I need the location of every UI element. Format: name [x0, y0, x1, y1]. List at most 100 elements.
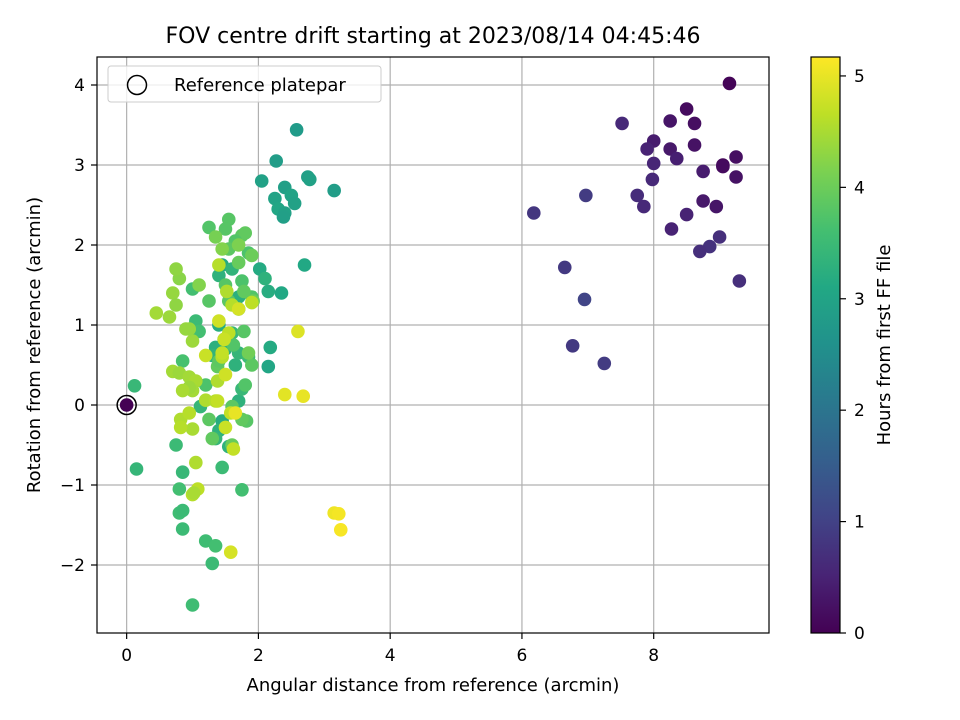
data-point [237, 324, 251, 339]
data-point [527, 206, 541, 220]
data-point [212, 268, 226, 283]
data-point [333, 523, 348, 537]
data-point [729, 150, 743, 164]
data-point [663, 142, 677, 156]
data-point [679, 207, 694, 222]
data-point [287, 196, 302, 211]
data-point [687, 116, 702, 131]
data-point [228, 358, 243, 372]
data-point [172, 482, 187, 496]
data-point [192, 278, 206, 292]
reference-platepar-marker [116, 394, 137, 416]
data-point [212, 258, 226, 272]
x-tick-label: 6 [517, 646, 528, 666]
data-point [254, 174, 269, 188]
colorbar: 0 1 2 3 4 5 Hours from first FF file [810, 56, 895, 644]
x-tick-label: 8 [648, 646, 659, 666]
data-point [245, 358, 259, 372]
data-point [669, 151, 684, 166]
data-point [175, 522, 190, 536]
data-point [218, 420, 233, 435]
data-point [218, 222, 233, 236]
data-point [173, 420, 188, 435]
data-point [162, 310, 177, 324]
y-tick-label: 4 [74, 76, 85, 96]
y-axis-ticks: −2 −1 0 1 2 3 4 [60, 76, 97, 576]
y-tick-label: 0 [74, 396, 85, 416]
data-point [261, 359, 276, 374]
data-point [687, 138, 702, 152]
data-point [630, 188, 645, 203]
colorbar-tick-label: 5 [854, 67, 865, 87]
data-point [693, 244, 707, 259]
data-point [258, 271, 272, 286]
x-tick-label: 4 [385, 646, 396, 666]
data-point [577, 292, 592, 307]
colorbar-tick-label: 1 [854, 513, 865, 533]
data-point [303, 172, 317, 187]
data-point [210, 394, 225, 408]
colorbar-gradient [811, 57, 840, 633]
data-point [205, 556, 220, 571]
data-point [182, 322, 197, 336]
data-point [202, 220, 216, 235]
data-point [149, 306, 164, 320]
data-point [696, 164, 710, 179]
data-point [716, 159, 730, 174]
reference-layer [116, 394, 137, 416]
data-point [218, 367, 233, 382]
data-point [235, 274, 249, 288]
data-point [165, 286, 180, 300]
data-point [245, 295, 259, 310]
y-tick-label: 1 [74, 316, 85, 336]
colorbar-tick-label: 4 [854, 178, 865, 198]
data-point [712, 230, 727, 244]
data-point [238, 378, 253, 392]
data-point [615, 116, 629, 131]
x-axis-label: Angular distance from reference (arcmin) [247, 675, 620, 696]
colorbar-tick-label: 2 [854, 401, 865, 421]
data-point [169, 438, 183, 452]
data-point [696, 194, 710, 208]
legend-marker-open-circle [126, 74, 148, 96]
data-point [241, 346, 256, 360]
data-point [722, 76, 737, 91]
data-point [579, 188, 593, 203]
colorbar-tick-label: 0 [854, 624, 865, 644]
data-point [175, 503, 190, 518]
data-point [709, 199, 724, 214]
data-point [226, 442, 241, 456]
chart-title: FOV centre drift starting at 2023/08/14 … [166, 24, 701, 49]
data-point [289, 123, 304, 137]
data-point [235, 483, 249, 497]
y-tick-label: 2 [74, 236, 85, 256]
data-point [664, 222, 679, 236]
x-tick-label: 2 [253, 646, 264, 666]
data-point [331, 507, 346, 521]
data-point [263, 340, 278, 355]
y-tick-label: 3 [74, 156, 85, 176]
y-tick-label: −2 [60, 556, 85, 576]
data-point [215, 460, 229, 475]
data-point [245, 248, 259, 263]
data-point [129, 462, 144, 476]
data-point [219, 284, 234, 299]
data-point [205, 431, 220, 446]
data-point [169, 262, 183, 276]
legend-label: Reference platepar [174, 75, 346, 96]
data-point [274, 286, 289, 300]
data-point [276, 210, 291, 224]
data-point [185, 598, 200, 612]
y-tick-label: −1 [60, 476, 85, 496]
data-point [175, 465, 190, 480]
data-point [215, 242, 229, 256]
data-point [198, 348, 213, 363]
reference-point-fill [119, 398, 134, 412]
plot-frame [96, 56, 770, 634]
data-point [637, 199, 651, 214]
data-point [238, 226, 253, 240]
data-point [198, 393, 213, 408]
data-point [296, 389, 311, 404]
data-point [646, 156, 661, 171]
